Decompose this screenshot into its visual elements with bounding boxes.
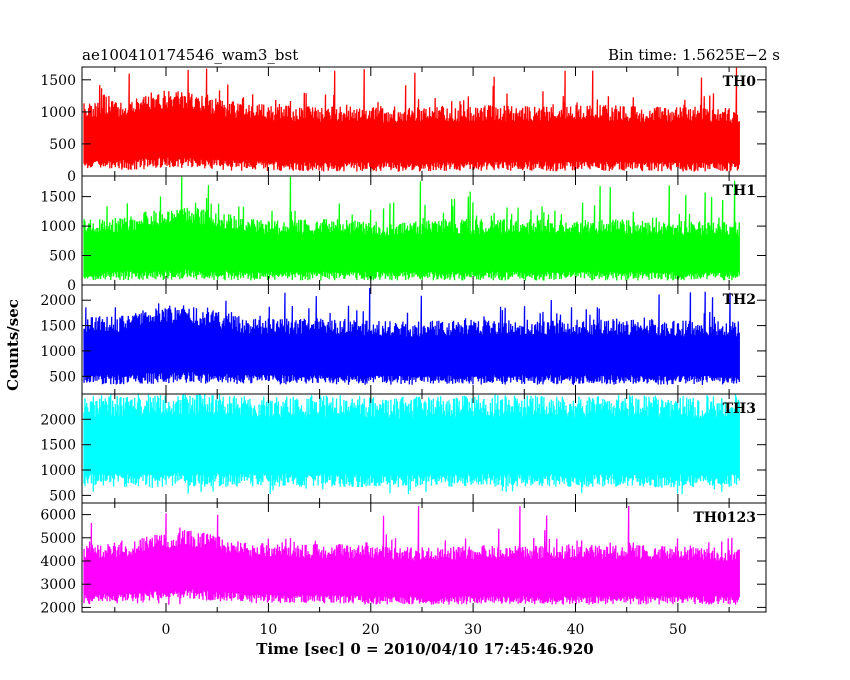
y-tick-label: 1000 [40, 105, 76, 121]
x-tick-label: 30 [464, 622, 482, 638]
y-tick-label: 500 [49, 249, 76, 265]
y-tick-label: 1000 [40, 463, 76, 479]
x-tick-label: 50 [669, 622, 687, 638]
y-tick-label: 1500 [40, 319, 76, 335]
x-tick-label: 0 [162, 622, 171, 638]
panel-label-th0123: TH0123 [693, 510, 756, 526]
plot-header-title: ae100410174546_wam3_bst [82, 46, 298, 64]
y-tick-label: 2000 [40, 600, 76, 616]
series-th2 [83, 287, 740, 385]
panel-label-th0: TH0 [723, 74, 757, 90]
series-th3 [83, 394, 740, 495]
y-tick-label: 2000 [40, 412, 76, 428]
x-axis-title: Time [sec] 0 = 2010/04/10 17:45:46.920 [256, 640, 593, 658]
x-tick-label: 10 [259, 622, 277, 638]
y-tick-label: 4000 [40, 554, 76, 570]
y-tick-label: 1000 [40, 219, 76, 235]
y-tick-label: 500 [49, 137, 76, 153]
panel-th2: 500 1000 1500 2000 TH2 [40, 284, 767, 395]
y-axis-title: Counts/sec [4, 299, 22, 391]
series-th1 [83, 176, 740, 281]
y-tick-label: 1000 [40, 344, 76, 360]
x-tick-label: 40 [567, 622, 585, 638]
y-tick-label: 500 [49, 488, 76, 504]
y-tick-label: 1500 [40, 438, 76, 454]
y-tick-label: 6000 [40, 508, 76, 524]
y-tick-label: 1500 [40, 73, 76, 89]
y-tick-label: 1500 [40, 190, 76, 206]
panel-th0123: 2000 3000 4000 5000 6000 TH0123 [40, 502, 767, 616]
panel-label-th3: TH3 [723, 401, 756, 417]
series-th0 [83, 67, 740, 172]
panel-label-th2: TH2 [723, 292, 756, 308]
y-tick-label: 0 [67, 169, 76, 185]
panel-label-th1: TH1 [723, 183, 756, 199]
bin-time-label: Bin time: 1.5625E−2 s [608, 46, 780, 64]
y-tick-label: 3000 [40, 577, 76, 593]
panel-th1: 0 500 1000 1500 TH1 [40, 175, 767, 294]
y-tick-label: 5000 [40, 531, 76, 547]
panel-th0: 0 500 1000 1500 TH0 [40, 66, 767, 185]
x-tick-label: 20 [362, 622, 380, 638]
y-tick-label: 0 [67, 278, 76, 294]
panel-th3: 500 1000 1500 2000 TH3 [40, 393, 767, 504]
y-tick-label: 500 [49, 369, 76, 385]
y-tick-label: 2000 [40, 293, 76, 309]
series-th0123 [83, 505, 740, 605]
panel-frame [81, 502, 767, 613]
